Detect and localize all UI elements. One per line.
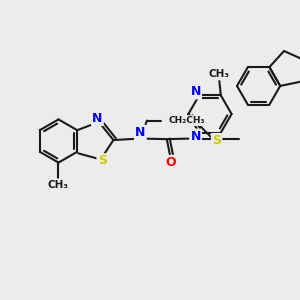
- Text: N: N: [92, 112, 103, 125]
- Text: O: O: [165, 156, 176, 169]
- Text: N: N: [190, 85, 201, 98]
- Text: N: N: [135, 126, 146, 139]
- Text: S: S: [98, 154, 107, 167]
- Text: CH₂CH₃: CH₂CH₃: [168, 116, 205, 125]
- Text: N: N: [190, 130, 201, 143]
- Text: CH₃: CH₃: [48, 179, 69, 190]
- Text: S: S: [212, 134, 221, 147]
- Text: CH₃: CH₃: [209, 69, 230, 79]
